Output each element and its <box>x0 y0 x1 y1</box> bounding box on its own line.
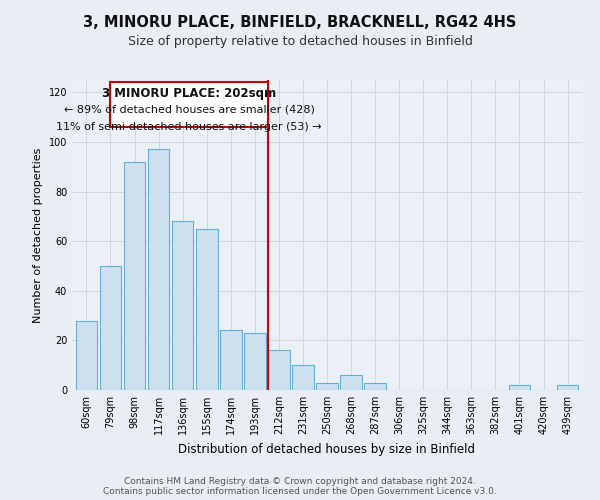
Bar <box>364 382 386 390</box>
Bar <box>292 365 314 390</box>
Text: Size of property relative to detached houses in Binfield: Size of property relative to detached ho… <box>128 34 472 48</box>
Bar <box>220 330 242 390</box>
Bar <box>557 385 578 390</box>
Bar <box>124 162 145 390</box>
Text: Contains HM Land Registry data © Crown copyright and database right 2024.: Contains HM Land Registry data © Crown c… <box>124 476 476 486</box>
Bar <box>100 266 121 390</box>
Bar <box>196 229 218 390</box>
Text: 3, MINORU PLACE, BINFIELD, BRACKNELL, RG42 4HS: 3, MINORU PLACE, BINFIELD, BRACKNELL, RG… <box>83 15 517 30</box>
Bar <box>268 350 290 390</box>
FancyBboxPatch shape <box>110 82 268 127</box>
Bar <box>509 385 530 390</box>
X-axis label: Distribution of detached houses by size in Binfield: Distribution of detached houses by size … <box>179 442 476 456</box>
Bar <box>76 320 97 390</box>
Text: 11% of semi-detached houses are larger (53) →: 11% of semi-detached houses are larger (… <box>56 122 322 132</box>
Text: 3 MINORU PLACE: 202sqm: 3 MINORU PLACE: 202sqm <box>102 88 277 101</box>
Text: ← 89% of detached houses are smaller (428): ← 89% of detached houses are smaller (42… <box>64 105 315 115</box>
Bar <box>316 382 338 390</box>
Bar <box>172 222 193 390</box>
Bar <box>148 150 169 390</box>
Bar <box>340 375 362 390</box>
Bar <box>244 333 266 390</box>
Text: Contains public sector information licensed under the Open Government Licence v3: Contains public sector information licen… <box>103 488 497 496</box>
Y-axis label: Number of detached properties: Number of detached properties <box>33 148 43 322</box>
